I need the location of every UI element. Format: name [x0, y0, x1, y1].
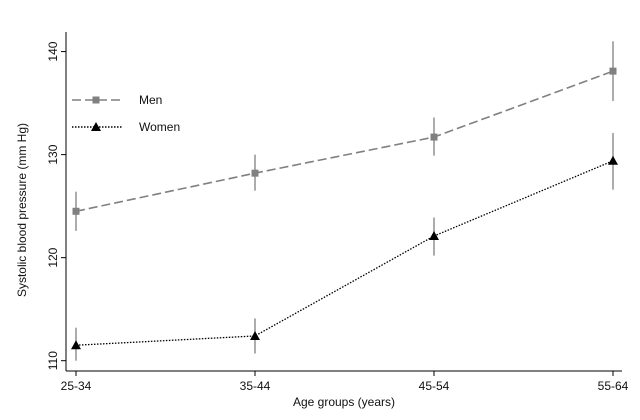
legend-marker [92, 96, 100, 104]
axes: 110 120 130 140 25-34 35-44 45-54 55-64 [46, 32, 629, 393]
data-point-men [251, 169, 259, 177]
data-point-women [250, 330, 260, 340]
legend-label: Women [139, 120, 180, 134]
legend: Men Women [72, 93, 180, 134]
legend-marker [91, 122, 101, 131]
data-point-women [429, 231, 439, 241]
y-axis-label: Systolic blood pressure (mm Hg) [15, 123, 29, 297]
marks [71, 41, 618, 361]
x-tick-label: 45-54 [419, 379, 450, 393]
legend-label: Men [139, 93, 162, 107]
data-point-men [609, 67, 617, 75]
x-axis-label: Age groups (years) [293, 395, 395, 409]
data-point-women [608, 155, 618, 165]
x-tick-label: 35-44 [240, 379, 271, 393]
x-tick-label: 55-64 [598, 379, 629, 393]
y-tick-label: 130 [46, 144, 60, 164]
x-tick-label: 25-34 [61, 379, 92, 393]
data-point-men [72, 207, 80, 215]
series-line-women [75, 160, 614, 346]
y-tick-label: 140 [46, 41, 60, 61]
data-point-men [430, 133, 438, 141]
y-tick-label: 120 [46, 247, 60, 267]
data-point-women [71, 340, 81, 350]
y-tick-label: 110 [46, 351, 60, 370]
series-line-men [75, 70, 614, 213]
